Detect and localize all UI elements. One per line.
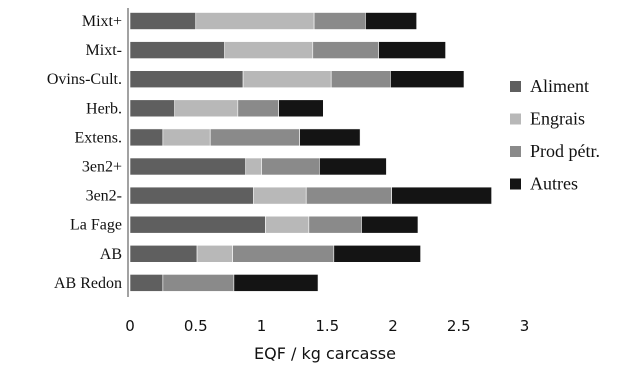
category-label: Ovins-Cult. — [47, 71, 122, 88]
bar-segment — [129, 128, 164, 147]
bar-segment — [265, 215, 310, 234]
bar-segment — [390, 70, 465, 88]
bar-segment — [129, 70, 244, 88]
bar-segment — [261, 157, 320, 176]
bar-segment — [209, 128, 300, 147]
bar-segment — [242, 70, 332, 88]
bar-segment — [129, 99, 176, 118]
x-tick-label: 0.5 — [184, 317, 208, 335]
bar-segment — [278, 99, 324, 118]
bar-marks — [129, 12, 492, 292]
legend-label: Autres — [530, 174, 578, 194]
bar-segment — [333, 245, 421, 263]
x-axis-title: EQF / kg carcasse — [254, 344, 396, 363]
bar-segment — [129, 41, 225, 59]
bar-segment — [196, 245, 233, 263]
bar-segment — [232, 245, 335, 263]
bar-segment — [237, 99, 279, 118]
x-tick-label: 2 — [388, 317, 398, 335]
legend-label: Engrais — [530, 109, 585, 129]
bar-segment — [233, 274, 319, 292]
x-tick-label: 3 — [520, 317, 530, 335]
legend-label: Aliment — [530, 76, 589, 96]
bar-segment — [162, 274, 235, 292]
category-label: Mixt- — [86, 42, 122, 59]
bar-segment — [299, 128, 361, 147]
bar-segment — [330, 70, 391, 88]
category-label: Extens. — [74, 129, 122, 146]
x-tick-label: 2.5 — [447, 317, 471, 335]
category-label: AB Redon — [54, 275, 122, 292]
category-labels: Mixt+ Mixt- Ovins-Cult. Herb. Extens. 3en2+ 3e… — [47, 13, 122, 292]
bar-segment — [245, 157, 262, 176]
x-tick-label: 0 — [125, 317, 135, 335]
bar-segment — [129, 274, 164, 292]
bar-segment — [319, 157, 387, 176]
bar-segment — [253, 186, 307, 205]
x-tick-label: 1 — [257, 317, 267, 335]
bar-segment — [391, 186, 492, 205]
category-label: Mixt+ — [82, 13, 122, 30]
legend-swatch — [510, 178, 521, 190]
legend: Aliment Engrais Prod pétr. Autres — [510, 76, 600, 194]
bar-segment — [312, 41, 379, 59]
legend-swatch — [510, 146, 521, 157]
category-label: AB — [100, 246, 122, 263]
bar-segment — [129, 245, 198, 263]
bar-segment — [129, 157, 247, 176]
bar-segment — [129, 186, 254, 205]
bar-segment — [361, 215, 419, 234]
category-label: Herb. — [86, 100, 122, 117]
legend-swatch — [510, 113, 521, 125]
category-label: La Fage — [70, 217, 122, 234]
bar-segment — [224, 41, 314, 59]
category-label: 3en2+ — [82, 159, 122, 176]
legend-label: Prod pétr. — [530, 141, 600, 161]
legend-swatch — [510, 81, 521, 92]
bar-segment — [308, 215, 362, 234]
bar-segment — [305, 186, 392, 205]
bar-segment — [129, 215, 266, 234]
bar-segment — [174, 99, 239, 118]
bar-segment — [162, 128, 211, 147]
category-label: 3en2- — [86, 188, 122, 205]
bar-segment — [365, 12, 417, 30]
bar-segment — [313, 12, 366, 30]
x-tick-labels: 0 0.5 1 1.5 2 2.5 3 — [125, 317, 529, 335]
bar-segment — [195, 12, 315, 30]
bar-segment — [129, 12, 197, 30]
x-tick-label: 1.5 — [315, 317, 339, 335]
bar-segment — [378, 41, 446, 59]
